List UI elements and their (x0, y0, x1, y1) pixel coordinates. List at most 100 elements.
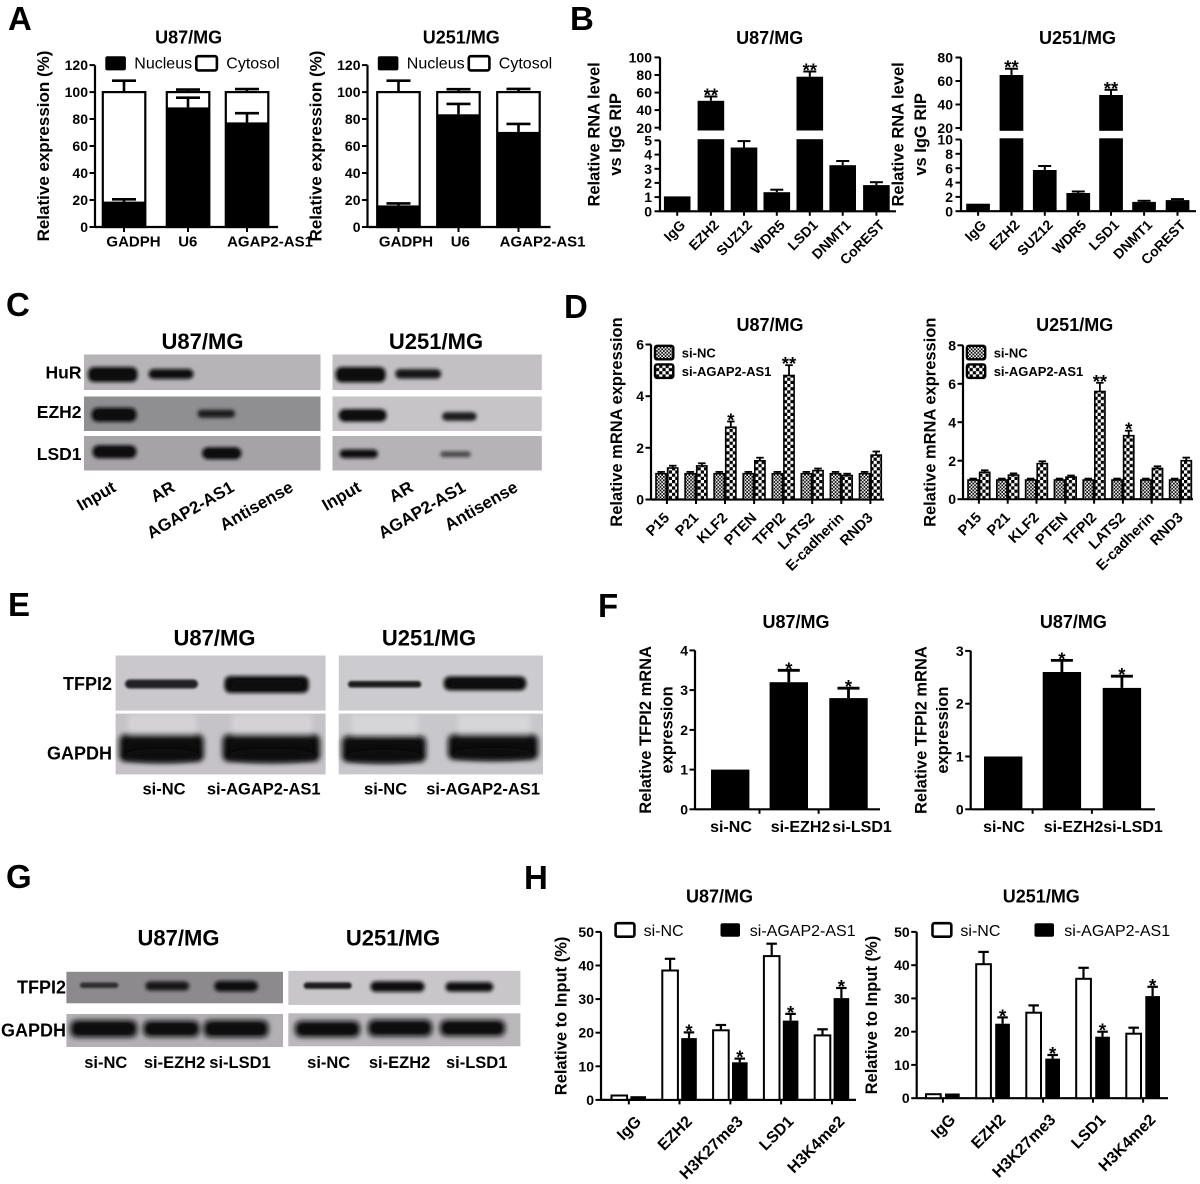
svg-text:U251/MG: U251/MG (382, 626, 476, 651)
svg-text:si-LSD1: si-LSD1 (209, 1054, 270, 1072)
svg-text:U87/MG: U87/MG (686, 887, 753, 907)
svg-text:60: 60 (345, 138, 361, 154)
svg-text:Relative TFPI2 mRNA: Relative TFPI2 mRNA (637, 646, 655, 814)
svg-text:G: G (6, 858, 32, 895)
svg-text:si-NC: si-NC (710, 819, 752, 836)
svg-text:Relative to Input (%): Relative to Input (%) (553, 937, 571, 1096)
svg-text:*: * (999, 1005, 1007, 1026)
svg-text:U87/MG: U87/MG (1040, 612, 1107, 632)
svg-text:si-AGAP2-AS1: si-AGAP2-AS1 (750, 923, 856, 940)
svg-text:30: 30 (578, 991, 594, 1007)
svg-text:EZH2: EZH2 (37, 402, 82, 422)
svg-text:1: 1 (956, 749, 964, 765)
svg-text:si-EZH2: si-EZH2 (369, 1054, 430, 1072)
svg-text:si-AGAP2-AS1: si-AGAP2-AS1 (994, 364, 1084, 379)
svg-text:0: 0 (586, 1092, 594, 1108)
svg-text:si-LSD1: si-LSD1 (832, 819, 892, 836)
svg-text:6: 6 (948, 376, 956, 392)
svg-text:**: ** (704, 85, 719, 106)
svg-text:si-NC: si-NC (364, 781, 407, 799)
svg-text:U87/MG: U87/MG (736, 28, 803, 48)
svg-text:*: * (1149, 975, 1157, 996)
svg-text:HuR: HuR (46, 362, 82, 382)
svg-text:4: 4 (948, 414, 956, 430)
svg-text:*: * (727, 410, 735, 431)
svg-text:2: 2 (644, 175, 652, 191)
svg-text:*: * (838, 976, 846, 997)
svg-text:60: 60 (636, 85, 652, 101)
svg-text:GADPH: GADPH (379, 234, 433, 251)
svg-text:6: 6 (945, 160, 953, 176)
svg-text:*: * (845, 676, 853, 697)
svg-text:Relative mRNA expression: Relative mRNA expression (608, 317, 626, 526)
svg-text:U87/MG: U87/MG (162, 329, 244, 354)
svg-text:TFPI2: TFPI2 (17, 977, 66, 997)
svg-text:Cytosol: Cytosol (499, 56, 552, 73)
svg-text:GAPDH: GAPDH (1, 1020, 66, 1040)
svg-text:*: * (1099, 1020, 1107, 1041)
svg-text:1: 1 (680, 762, 688, 778)
svg-text:U87/MG: U87/MG (762, 612, 829, 632)
svg-text:Nucleus: Nucleus (407, 56, 465, 73)
svg-text:2: 2 (680, 722, 688, 738)
svg-text:expression: expression (934, 687, 952, 774)
svg-text:U87/MG: U87/MG (155, 28, 222, 48)
svg-text:*: * (736, 1047, 744, 1068)
svg-text:60: 60 (72, 138, 88, 154)
svg-text:vs IgG RIP: vs IgG RIP (607, 93, 625, 176)
svg-text:0: 0 (644, 203, 652, 219)
svg-text:2: 2 (948, 453, 956, 469)
svg-text:50: 50 (894, 924, 910, 940)
svg-text:0: 0 (945, 203, 953, 219)
svg-text:U6: U6 (178, 234, 197, 251)
svg-text:si-NC: si-NC (644, 923, 684, 940)
svg-text:4: 4 (644, 147, 652, 163)
svg-text:U251/MG: U251/MG (1003, 887, 1080, 907)
svg-text:*: * (1125, 419, 1133, 440)
svg-text:si-AGAP2-AS1: si-AGAP2-AS1 (1064, 923, 1170, 940)
svg-text:4: 4 (945, 175, 953, 191)
svg-text:**: ** (1104, 78, 1119, 99)
svg-text:si-AGAP2-AS1: si-AGAP2-AS1 (682, 364, 772, 379)
svg-text:U251/MG: U251/MG (1039, 28, 1116, 48)
svg-text:si-LSD1: si-LSD1 (446, 1054, 507, 1072)
svg-text:H: H (524, 859, 548, 896)
svg-text:8: 8 (945, 146, 953, 162)
svg-text:80: 80 (937, 50, 953, 66)
svg-text:*: * (685, 1020, 693, 1041)
svg-text:GAPDH: GAPDH (47, 743, 112, 763)
svg-text:Relative RNA level: Relative RNA level (585, 62, 603, 206)
svg-text:0: 0 (80, 219, 88, 235)
svg-text:B: B (570, 0, 594, 37)
svg-text:GADPH: GADPH (106, 234, 160, 251)
svg-text:2: 2 (945, 189, 953, 205)
svg-text:120: 120 (65, 57, 89, 73)
svg-text:si-NC: si-NC (142, 781, 185, 799)
svg-text:Relative RNA level: Relative RNA level (890, 62, 908, 206)
svg-text:80: 80 (72, 111, 88, 127)
svg-text:U251/MG: U251/MG (423, 28, 500, 48)
svg-text:**: ** (782, 353, 797, 374)
svg-text:si-NC: si-NC (682, 345, 717, 360)
svg-text:40: 40 (578, 958, 594, 974)
svg-text:vs IgG RIP: vs IgG RIP (912, 93, 930, 176)
svg-text:Relative expression (%): Relative expression (%) (34, 51, 53, 242)
svg-text:20: 20 (345, 192, 361, 208)
svg-text:AGAP2-AS1: AGAP2-AS1 (227, 234, 313, 251)
svg-text:100: 100 (629, 50, 653, 66)
svg-text:3: 3 (956, 643, 964, 659)
svg-text:30: 30 (894, 991, 910, 1007)
svg-text:Nucleus: Nucleus (134, 56, 192, 73)
svg-text:0: 0 (948, 491, 956, 507)
svg-text:Relative to Input (%): Relative to Input (%) (863, 936, 881, 1095)
svg-text:20: 20 (578, 1025, 594, 1041)
svg-text:**: ** (803, 60, 818, 81)
svg-text:60: 60 (937, 73, 953, 89)
svg-text:20: 20 (937, 120, 953, 136)
svg-text:0: 0 (956, 801, 964, 817)
svg-text:U6: U6 (451, 234, 470, 251)
svg-text:80: 80 (345, 111, 361, 127)
svg-text:C: C (6, 286, 30, 323)
svg-text:U251/MG: U251/MG (346, 926, 440, 951)
svg-text:10: 10 (578, 1058, 594, 1074)
